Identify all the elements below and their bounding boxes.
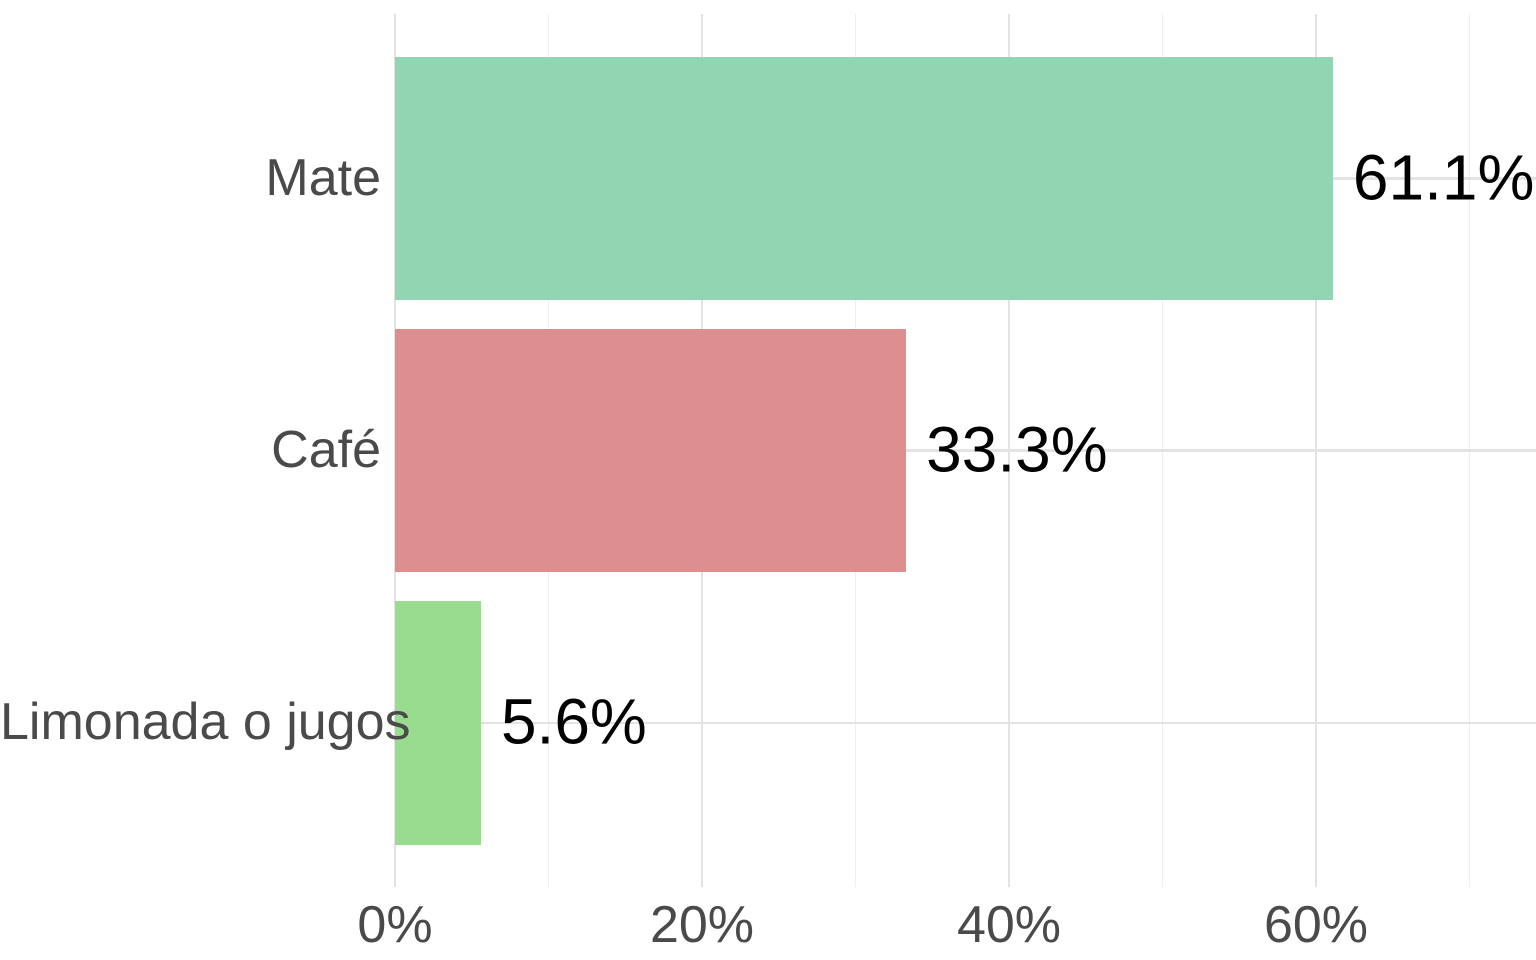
bar-mate xyxy=(395,56,1333,301)
bar-limonada-o-jugos xyxy=(395,601,481,845)
value-label-mate: 61.1% xyxy=(1352,141,1535,214)
category-label-cafe: Café xyxy=(271,420,381,479)
value-label-cafe: 33.3% xyxy=(926,413,1108,486)
x-tick-label-0: 0% xyxy=(357,896,433,954)
x-tick-label-20: 20% xyxy=(649,896,755,954)
category-label-mate: Mate xyxy=(265,148,381,207)
category-label-limonada-o-jugos: Limonada o jugos xyxy=(0,692,411,751)
bar-cafe xyxy=(395,328,907,573)
x-tick-label-40: 40% xyxy=(956,896,1062,954)
category-gridline-limonada-o-jugos xyxy=(395,721,1536,725)
category-gridline-cafe xyxy=(395,449,1536,452)
value-label-limonada-o-jugos: 5.6% xyxy=(500,685,647,758)
x-tick-label-60: 60% xyxy=(1263,896,1369,954)
